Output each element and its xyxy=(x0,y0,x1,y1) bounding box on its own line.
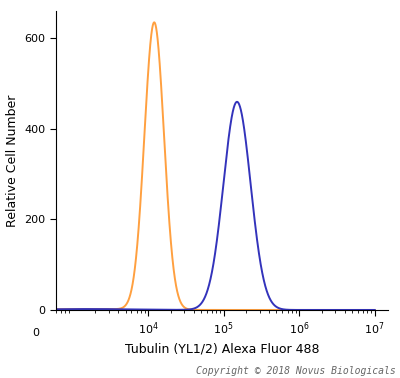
X-axis label: Tubulin (YL1/2) Alexa Fluor 488: Tubulin (YL1/2) Alexa Fluor 488 xyxy=(125,342,319,356)
Text: 0: 0 xyxy=(32,328,40,338)
Y-axis label: Relative Cell Number: Relative Cell Number xyxy=(6,94,19,227)
Text: Copyright © 2018 Novus Biologicals: Copyright © 2018 Novus Biologicals xyxy=(196,366,396,376)
